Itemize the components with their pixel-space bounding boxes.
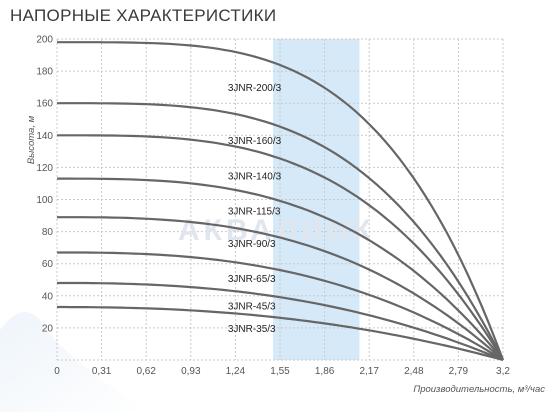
y-tick-label: 180: [36, 67, 53, 78]
x-tick-label: 1,24: [226, 366, 246, 377]
y-tick-label: 60: [42, 259, 54, 270]
curve-3jnr-35-3: [57, 305, 504, 362]
curve-3jnr-90-3: [57, 216, 504, 361]
x-tick-label: 1,86: [315, 366, 335, 377]
curve-label: 3JNR-65/3: [228, 274, 276, 285]
page-title: НАПОРНЫЕ ХАРАКТЕРИСТИКИ: [10, 6, 277, 25]
x-tick-label: 0,31: [92, 366, 112, 377]
curve-label: 3JNR-200/3: [228, 83, 282, 94]
y-tick-label: 100: [36, 195, 53, 206]
y-tick-label: 160: [36, 99, 53, 110]
x-tick-label: 2,48: [404, 366, 424, 377]
curve-label: 3JNR-160/3: [228, 136, 282, 147]
watermark-text: АКВАЛИНК: [178, 214, 375, 247]
curve-label: 3JNR-35/3: [228, 324, 276, 335]
y-axis-label: Высота, м: [26, 115, 37, 164]
curve-3jnr-140-3: [57, 134, 504, 361]
x-tick-label: 0,62: [136, 366, 156, 377]
y-tick-label: 80: [42, 227, 54, 238]
y-tick-label: 200: [36, 35, 53, 46]
x-tick-label: 0,93: [181, 366, 201, 377]
y-tick-label: 40: [42, 291, 54, 302]
curve-3jnr-45-3: [57, 281, 504, 362]
curve-3jnr-160-3: [57, 102, 504, 361]
curve-label: 3JNR-115/3: [228, 207, 281, 218]
y-tick-label: 140: [36, 131, 53, 142]
y-tick-label: 120: [36, 163, 53, 174]
x-tick-label: 0: [54, 366, 60, 377]
curve-3jnr-200-3: [57, 41, 505, 361]
x-tick-label: 2,17: [359, 366, 379, 377]
curve-label: 3JNR-45/3: [228, 301, 276, 312]
x-tick-label: 2,79: [449, 366, 469, 377]
curve-3jnr-115-3: [57, 177, 504, 361]
curve-label: 3JNR-90/3: [228, 239, 276, 250]
y-tick-label: 20: [42, 323, 54, 334]
x-tick-label: 1,55: [270, 366, 290, 377]
x-tick-label: 3,2: [496, 366, 510, 377]
curve-3jnr-65-3: [57, 251, 504, 361]
curve-label: 3JNR-140/3: [228, 171, 282, 182]
x-axis-label: Производительность, м³/час: [413, 384, 545, 395]
water-splash-decoration: [0, 312, 150, 412]
